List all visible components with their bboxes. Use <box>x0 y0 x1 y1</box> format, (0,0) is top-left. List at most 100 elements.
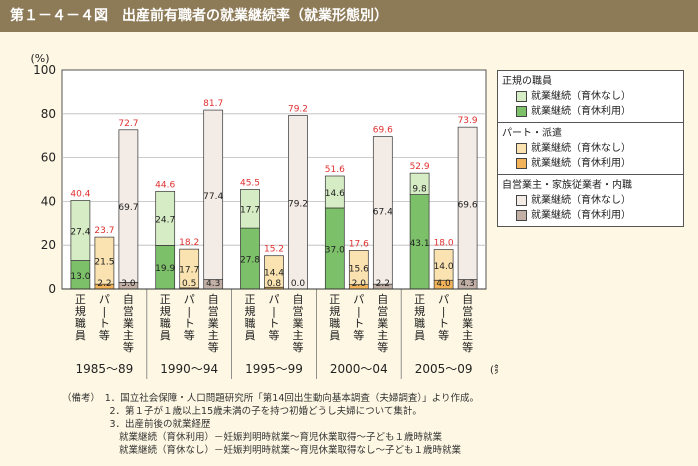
x-category-label-char: 正 <box>245 293 256 306</box>
data-label-upper: 69.7 <box>118 203 138 213</box>
data-label-lower: 4.3 <box>460 279 474 289</box>
x-category-label-char: 営 <box>123 304 134 318</box>
legend-item: 就業継続（育休なし） <box>502 193 679 208</box>
x-category-label-char: | <box>103 305 107 318</box>
x-category-label-char: 等 <box>184 328 195 342</box>
legend-swatch <box>516 106 527 117</box>
y-tick-label: 40 <box>41 194 56 208</box>
data-label-upper: 77.4 <box>203 192 223 202</box>
x-category-label-char: 員 <box>160 329 171 342</box>
x-category-label-char: 主 <box>208 329 219 342</box>
x-category-label-char: 等 <box>353 328 364 342</box>
note-line: 2．第１子が１歳以上15歳未満の子を持つ初婚どうし夫婦について集計。 <box>62 406 422 417</box>
figure-title-bar: 第１－４－４図 出産前有職者の就業継続率（就業形態別） <box>0 0 698 32</box>
legend-group-self: 自営業主・家族従業者・内職 就業継続（育休なし） 就業継続（育休利用） <box>498 175 683 226</box>
y-unit-label: (%) <box>30 52 49 65</box>
data-label-total: 72.7 <box>118 119 138 129</box>
bar-segment-upper <box>409 172 430 195</box>
bar-segment-upper <box>94 236 115 285</box>
y-tick-label: 0 <box>48 282 56 296</box>
data-label-total: 45.5 <box>240 178 260 188</box>
x-category-label-char: ト <box>438 317 449 330</box>
data-label-lower: 4.3 <box>206 279 220 289</box>
x-category-label-char: 職 <box>414 317 425 330</box>
y-tick-label: 60 <box>41 151 56 165</box>
x-category-label-char: 員 <box>414 329 425 342</box>
legend-group-part: パート・派遣 就業継続（育休なし） 就業継続（育休利用） <box>498 123 683 175</box>
legend-swatch <box>516 158 527 169</box>
data-label-upper: 17.7 <box>240 206 260 216</box>
x-category-label-char: 主 <box>377 329 388 342</box>
x-category-label-char: 等 <box>269 328 280 342</box>
data-label-upper: 15.6 <box>349 265 369 275</box>
x-period-label: 1995～99 <box>245 362 303 376</box>
data-label-total: 52.9 <box>410 162 430 172</box>
x-category-label-char: 営 <box>377 304 388 318</box>
data-label-total: 79.2 <box>288 105 308 115</box>
data-label-lower: 2.0 <box>352 279 367 289</box>
data-label-lower: 2.2 <box>97 279 111 289</box>
x-category-label-char: 営 <box>293 304 304 318</box>
x-period-label: 1985～89 <box>75 362 133 376</box>
y-tick-label: 100 <box>33 63 56 77</box>
data-label-lower: 27.8 <box>240 256 260 266</box>
x-category-label-char: 自 <box>293 293 304 306</box>
x-category-label-char: パ <box>269 293 280 306</box>
x-period-label: 1990～94 <box>160 362 218 376</box>
data-label-total: 51.6 <box>325 165 345 175</box>
data-label-upper: 21.5 <box>94 258 114 268</box>
legend-item: 就業継続（育休利用） <box>502 104 679 119</box>
data-label-lower: 43.1 <box>410 239 430 249</box>
bar-segment-upper <box>324 175 345 209</box>
x-category-label-char: 規 <box>245 304 256 318</box>
data-label-upper: 14.6 <box>325 189 345 199</box>
x-category-label-char: 職 <box>245 317 256 330</box>
chart-area: 0 20 40 60 80 100 (%) 13.0 27.4 40.4 正規職員 2.2 21.5 23… <box>0 36 554 390</box>
bar-segment-upper <box>179 248 200 289</box>
data-label-total: 81.7 <box>203 99 223 109</box>
data-label-total: 17.6 <box>349 239 369 249</box>
note-line: 就業継続（育休なし）－妊娠判明時就業～育児休業取得なし～子ども１歳時就業 <box>62 445 462 456</box>
bar-segment-upper <box>264 255 284 288</box>
data-label-total: 18.0 <box>434 239 454 249</box>
x-category-label-char: 業 <box>462 317 473 330</box>
note-line: 就業継続（育休利用）－妊娠判明時就業～育児休業取得～子ども１歳時就業 <box>62 432 443 443</box>
legend-label: 就業継続（育休なし） <box>531 143 631 154</box>
x-category-label-char: 等 <box>293 340 304 354</box>
data-label-lower: 19.9 <box>155 264 175 274</box>
x-category-label-char: パ <box>184 293 195 306</box>
x-category-label-char: 規 <box>160 304 171 318</box>
data-label-lower: 0.8 <box>267 279 282 289</box>
legend-group-regular: 正規の職員 就業継続（育休なし） 就業継続（育休利用） <box>498 71 683 123</box>
x-category-label-char: 自 <box>462 293 473 306</box>
x-category-label-char: 等 <box>99 328 110 342</box>
x-category-label-char: 等 <box>208 340 219 354</box>
x-category-label-char: 業 <box>377 317 388 330</box>
x-category-label-char: パ <box>353 293 364 306</box>
x-category-label-char: ト <box>99 317 110 330</box>
legend-item: 就業継続（育休なし） <box>502 89 679 104</box>
data-label-upper: 67.4 <box>373 207 393 217</box>
data-label-total: 69.6 <box>373 126 393 136</box>
data-label-upper: 24.7 <box>155 215 175 225</box>
x-category-label-char: 員 <box>245 329 256 342</box>
data-label-lower: 3.0 <box>121 279 136 289</box>
data-label-total: 40.4 <box>70 190 90 200</box>
bar-segment-upper <box>70 200 91 261</box>
legend-swatch <box>516 210 527 221</box>
x-category-label-char: 営 <box>208 304 219 318</box>
x-category-label-char: 等 <box>438 328 449 342</box>
x-category-label-char: 自 <box>123 293 134 306</box>
x-category-label-char: 員 <box>75 329 86 342</box>
data-label-total: 15.2 <box>264 245 284 255</box>
data-label-upper: 27.4 <box>70 228 90 238</box>
data-label-lower: 0.5 <box>182 279 196 289</box>
data-label-lower: 4.0 <box>436 279 451 289</box>
note-line: 3．出産前後の就業経歴 <box>62 419 211 430</box>
x-category-label-char: ト <box>269 317 280 330</box>
x-category-label-char: 規 <box>75 304 86 318</box>
legend-label: 就業継続（育休なし） <box>531 91 631 102</box>
data-label-lower: 13.0 <box>70 272 90 282</box>
legend-item: 就業継続（育休利用） <box>502 156 679 171</box>
data-label-upper: 9.8 <box>412 185 427 195</box>
